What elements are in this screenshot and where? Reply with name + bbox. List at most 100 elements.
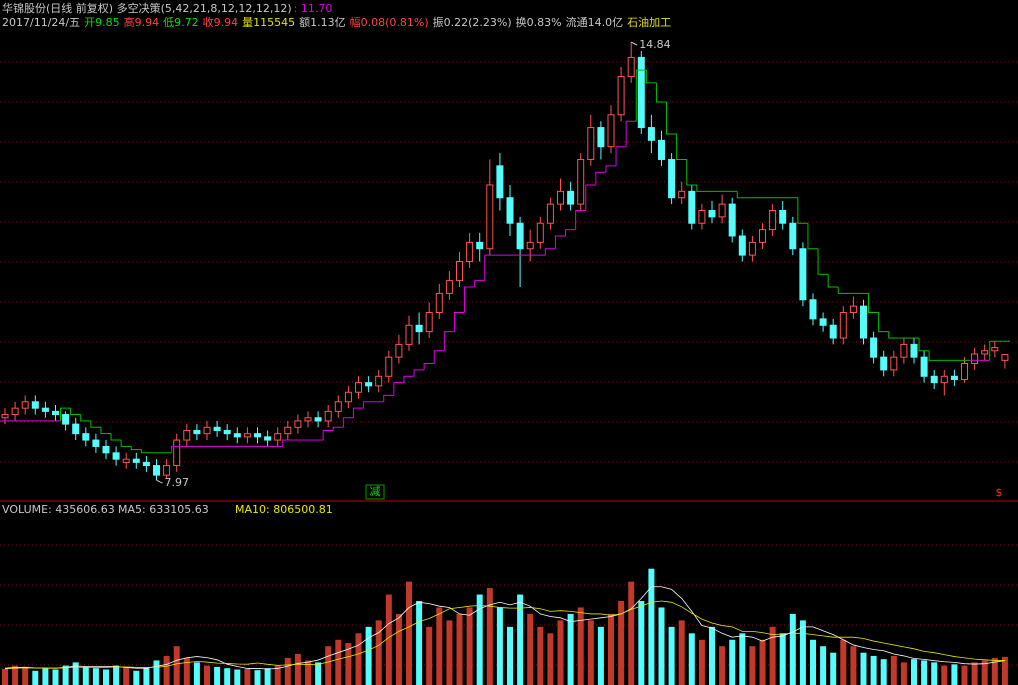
candle-body: [415, 324, 423, 333]
candle-body: [1001, 354, 1009, 361]
indicator-line: [80, 414, 91, 422]
candle-body: [435, 292, 443, 314]
volume-bar: [961, 665, 968, 685]
candle-body: [516, 222, 524, 250]
candle-body: [647, 127, 655, 141]
indicator-line: [554, 235, 566, 249]
candle-body: [365, 382, 373, 387]
indicator-line: [615, 146, 627, 166]
volume-bar: [274, 665, 281, 685]
volume-bar: [850, 646, 857, 685]
indicator-line: [453, 312, 465, 332]
candle-body: [1, 414, 9, 419]
candle-body: [627, 56, 635, 78]
high-note: 14.84: [639, 38, 671, 51]
volume-bar: [22, 666, 29, 685]
candle-body: [617, 76, 625, 116]
candle-body: [688, 190, 696, 224]
volume-bar: [527, 613, 534, 685]
volume-bar: [335, 639, 342, 685]
volume-bar: [567, 613, 574, 685]
indicator-line: [140, 449, 152, 454]
volume-bar: [42, 668, 49, 685]
indicator-line: [474, 280, 485, 288]
candle-body: [849, 305, 857, 314]
candle-body: [839, 312, 847, 339]
indicator-line: [928, 350, 940, 361]
volume-bar: [123, 666, 130, 685]
volume-bar: [143, 668, 150, 685]
indicator-line: [393, 382, 404, 396]
info-item: 低9.72: [163, 16, 199, 29]
candle-body: [991, 347, 999, 352]
volume-bar: [193, 662, 200, 685]
indicator-line: [342, 417, 354, 428]
candle-body: [658, 139, 665, 160]
indicator-line: [625, 120, 637, 147]
indicator-line: [90, 420, 101, 428]
volume-bar: [537, 626, 544, 685]
candle-body: [284, 426, 292, 435]
candle-body: [536, 222, 544, 243]
volume-bar: [597, 626, 604, 685]
indicator-line: [888, 331, 899, 339]
volume-bar: [1001, 656, 1008, 685]
candle-body: [789, 222, 797, 250]
volume-bar: [810, 639, 816, 685]
volume-bar: [113, 665, 120, 685]
volume-bar: [204, 665, 210, 685]
volume-bar: [82, 666, 89, 685]
volume-bar: [951, 664, 958, 685]
candle-body: [314, 417, 322, 422]
candle-body: [425, 312, 433, 333]
indicator-line: [171, 445, 182, 453]
signal-box: [365, 484, 385, 500]
volume-bar: [476, 594, 483, 685]
volume-bar: [921, 660, 928, 685]
candle-body: [153, 465, 160, 476]
info-item: 2017/11/24/五: [2, 16, 80, 29]
volume-bar: [870, 655, 877, 685]
candle-body: [213, 426, 221, 431]
volume-bar: [719, 646, 726, 685]
indicator-line: [544, 248, 556, 256]
volume-bar: [991, 657, 998, 685]
indicator-line: [989, 340, 1000, 361]
info-item: 石油加工: [627, 15, 671, 29]
ma10-line: [4, 600, 1005, 670]
indicator-line: [807, 223, 819, 250]
candle-body: [466, 241, 474, 262]
volume-bar: [820, 646, 827, 685]
candle-body: [920, 356, 928, 377]
volume-bar: [507, 626, 513, 685]
info-item: 额1.13亿: [299, 16, 346, 29]
indicator-line: [655, 82, 667, 103]
indicator-line: [484, 254, 495, 281]
volume-bar: [496, 607, 503, 685]
candle-body: [52, 410, 59, 416]
candle-body: [900, 343, 908, 358]
candle-body: [395, 343, 403, 358]
info-item: 高9.94: [124, 15, 160, 29]
volume-bar: [759, 639, 766, 685]
candle-body: [819, 318, 827, 326]
volume-bar: [557, 620, 564, 685]
volume-bar: [92, 668, 99, 685]
candle-body: [72, 423, 80, 435]
candle-body: [718, 203, 726, 218]
volume-bar: [456, 613, 463, 685]
candle-body: [41, 407, 49, 412]
candle-body: [637, 56, 645, 129]
candle-body: [799, 248, 807, 301]
candle-body: [334, 401, 342, 412]
indicator-line: [575, 209, 586, 230]
candle-body: [698, 209, 706, 224]
volume-bar: [173, 646, 180, 685]
candle-body: [829, 324, 837, 339]
indicator-line: [120, 440, 132, 447]
volume-bar: [385, 594, 392, 685]
candle-body: [304, 417, 312, 422]
volume-bar: [668, 626, 675, 685]
info-bar: 2017/11/24/五 开9.85 高9.94 低9.72 收9.94 量115545 额…: [2, 15, 671, 29]
